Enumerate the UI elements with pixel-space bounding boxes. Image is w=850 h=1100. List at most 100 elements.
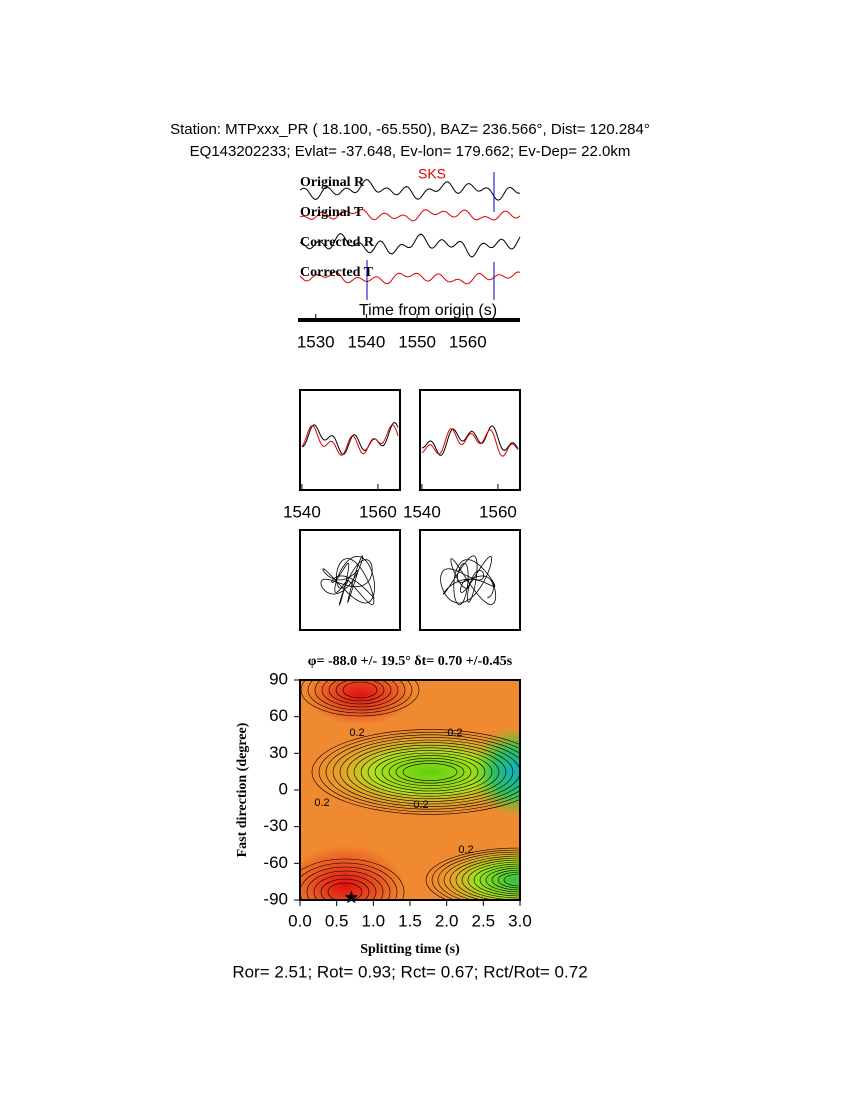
plot-title: φ= -88.0 +/- 19.5° δt= 0.70 +/-0.45s [308, 654, 513, 669]
contour [461, 859, 520, 900]
contour [318, 731, 520, 813]
contour [332, 737, 520, 807]
contour [327, 882, 363, 900]
x-tick-label: 2.0 [435, 911, 459, 930]
x-axis-label: Splitting time (s) [360, 942, 460, 957]
contour [402, 763, 458, 781]
contour [313, 874, 377, 900]
contours [300, 680, 520, 900]
header-line: Station: MTPxxx_PR ( 18.100, -65.550), B… [170, 121, 650, 138]
contour [374, 752, 486, 792]
contour [311, 729, 520, 815]
x-tick-label: 3.0 [508, 911, 532, 930]
contour [320, 878, 370, 900]
contour [473, 863, 520, 897]
contour [503, 873, 520, 887]
waveform [301, 424, 399, 456]
contour [381, 755, 479, 789]
particle-motion [440, 555, 497, 606]
y-tick-label: 0 [279, 779, 288, 798]
x-tick-label: 1530 [297, 332, 335, 351]
contour [325, 734, 520, 810]
contour [431, 849, 520, 900]
contour [425, 847, 520, 900]
contour-label: 0.2 [447, 727, 462, 739]
y-tick-label: -30 [263, 816, 288, 835]
contour [353, 744, 507, 800]
contour-label: 0.2 [458, 844, 473, 856]
waveform [299, 208, 521, 222]
contour [491, 869, 520, 891]
best-fit-marker [344, 890, 358, 904]
contour [437, 851, 520, 900]
particle-motion [320, 555, 376, 606]
contour [300, 862, 398, 900]
trace-label: Original T [300, 205, 364, 220]
panel-frame [299, 529, 401, 631]
y-tick-label: -90 [263, 889, 288, 908]
contour-label: 0.2 [413, 799, 428, 811]
x-axis-label: Time from origin (s) [359, 302, 497, 319]
x-tick-label: 1550 [398, 332, 436, 351]
contour [328, 680, 392, 705]
contour [307, 680, 413, 714]
contour [346, 742, 514, 802]
x-tick-label: 1540 [403, 502, 441, 521]
waveform [299, 233, 521, 258]
footer: Ror= 2.51; Rot= 0.93; Rct= 0.67; Rct/Rot… [232, 962, 587, 981]
contour [360, 747, 500, 797]
y-tick-label: -60 [263, 853, 288, 872]
contour [314, 680, 406, 711]
waveform [421, 425, 519, 456]
waveform [299, 179, 521, 201]
surface-blob [470, 727, 520, 817]
y-tick-label: 30 [269, 743, 288, 762]
contour [479, 865, 520, 895]
x-tick-label: 1540 [348, 332, 386, 351]
y-tick-label: 90 [269, 669, 288, 688]
waveform [301, 422, 399, 455]
contour [300, 866, 391, 900]
contour [497, 871, 520, 889]
contour [306, 870, 384, 900]
trace-label: Original R [300, 175, 365, 190]
contour [335, 680, 385, 702]
x-tick-label: 1560 [449, 332, 487, 351]
x-tick-label: 1.5 [398, 911, 422, 930]
x-tick-label: 0.0 [288, 911, 312, 930]
surface-blob [305, 680, 415, 725]
x-tick-label: 1560 [479, 502, 517, 521]
contour [388, 757, 472, 787]
panel-frame [419, 529, 521, 631]
x-tick-label: 1540 [283, 502, 321, 521]
panel-frame [299, 389, 401, 491]
contour [449, 855, 520, 900]
panel-frame [419, 389, 521, 491]
y-tick-label: 60 [269, 706, 288, 725]
contour [485, 867, 520, 893]
header-line: EQ143202233; Evlat= -37.648, Ev-lon= 179… [190, 143, 631, 160]
trace-label: Corrected T [300, 265, 374, 280]
misfit-surface [300, 680, 520, 900]
waveform [421, 428, 519, 457]
trace-label: Corrected R [300, 235, 375, 250]
contour [321, 680, 399, 708]
x-tick-label: 1560 [359, 502, 397, 521]
y-axis-label: Fast direction (degree) [235, 722, 250, 857]
x-tick-label: 2.5 [472, 911, 496, 930]
contour [342, 681, 378, 699]
surface-blob [300, 845, 405, 900]
contour [300, 858, 405, 900]
contour [339, 739, 520, 805]
phase-label: SKS [418, 166, 446, 182]
contour [443, 853, 520, 900]
contour [395, 760, 465, 784]
surface-blob [315, 730, 520, 814]
contour [367, 750, 493, 794]
contour-label: 0.2 [349, 727, 364, 739]
x-tick-label: 0.5 [325, 911, 349, 930]
contour-label: 0.2 [314, 797, 329, 809]
waveforms [299, 179, 521, 457]
